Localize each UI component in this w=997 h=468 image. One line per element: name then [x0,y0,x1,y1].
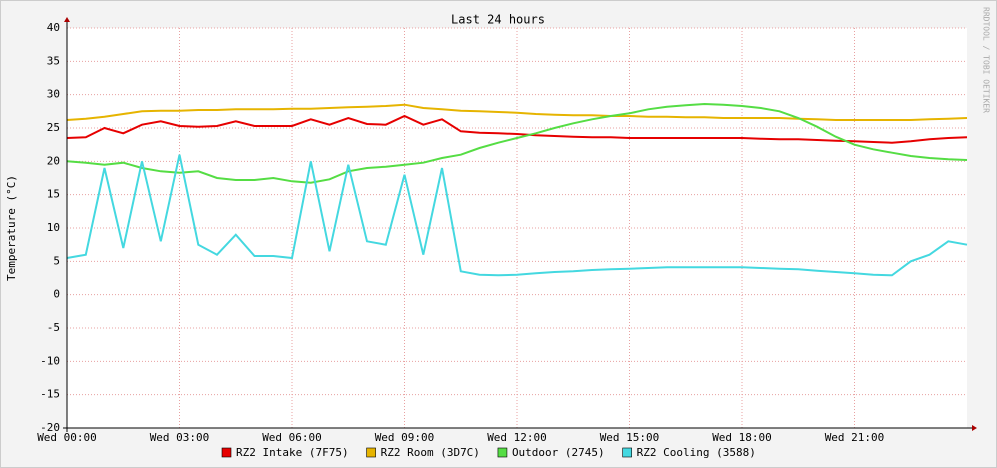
y-tick-label: 10 [47,221,60,234]
x-tick-label: Wed 06:00 [262,431,322,444]
y-tick-label: 30 [47,88,60,101]
x-tick-label: Wed 18:00 [712,431,772,444]
series-line [66,154,968,277]
legend-label: RZ2 Intake (7F75) [236,446,349,459]
y-tick-label: -5 [47,321,60,334]
series-line [66,103,968,121]
x-tick-label: Wed 03:00 [150,431,210,444]
legend-label: Outdoor (2745) [512,446,605,459]
legend-swatch [497,447,508,458]
watermark: RRDTOOL / TOBI OETIKER [982,7,991,113]
chart-title: Last 24 hours [451,13,545,27]
legend-swatch [366,447,376,458]
x-tick-label: Wed 15:00 [600,431,660,444]
y-tick-label: 0 [53,288,60,301]
legend-swatch [622,447,632,458]
legend-label: RZ2 Room (3D7C) [381,446,480,459]
y-axis-label: Temperature (°C) [5,175,18,281]
y-tick-label: 20 [47,154,60,167]
x-arrow [972,425,977,431]
y-tick-label: -20 [40,421,60,434]
x-tick-label: Wed 12:00 [487,431,547,444]
legend-swatch [221,447,232,458]
y-tick-label: -15 [40,388,60,401]
x-tick-label: Wed 09:00 [375,431,435,444]
x-tick-label: Wed 21:00 [825,431,885,444]
series-line [66,114,968,144]
y-tick-label: 25 [47,121,60,134]
legend-label: RZ2 Cooling (3588) [637,446,756,459]
series-line [66,102,968,184]
y-tick-label: -10 [40,354,60,367]
x-tick-label: Wed 00:00 [37,431,97,444]
y-tick-label: 5 [53,254,60,267]
y-arrow [64,17,70,22]
y-tick-label: 35 [47,54,60,67]
y-tick-label: 15 [47,188,60,201]
y-tick-label: 40 [47,21,60,34]
